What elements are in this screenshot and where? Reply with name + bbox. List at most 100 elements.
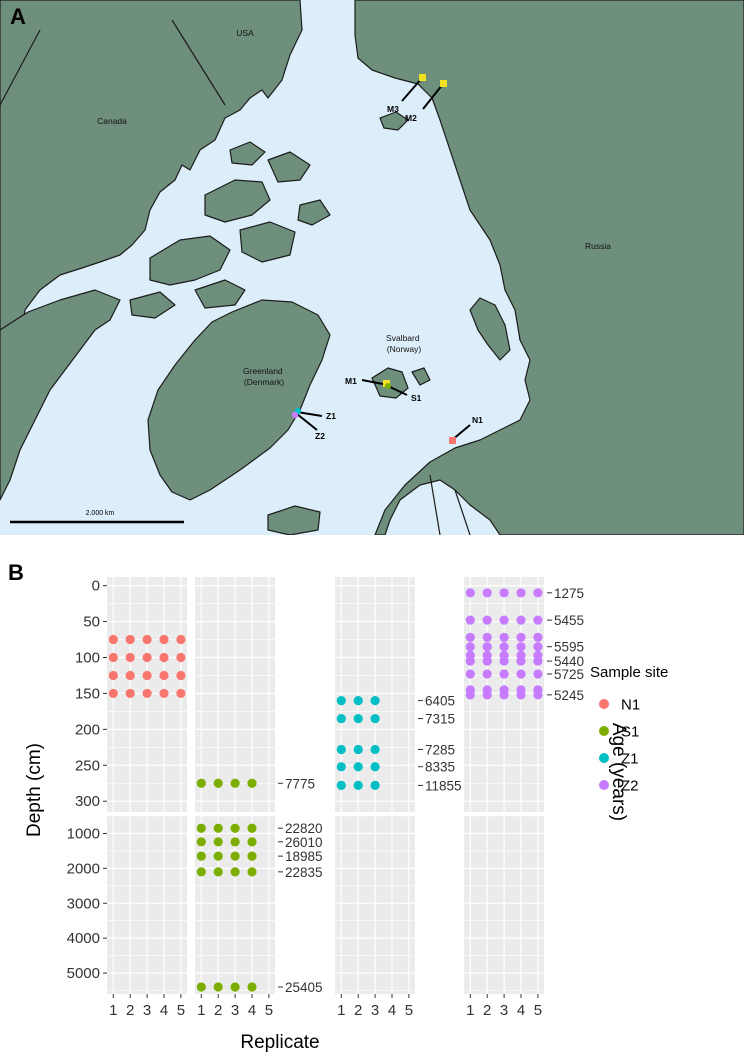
data-point-z2 [516, 632, 526, 642]
data-point-s1 [247, 823, 257, 833]
data-point-s1 [213, 778, 223, 788]
data-point-n1 [159, 634, 169, 645]
data-point-s1 [230, 851, 240, 861]
data-point-z2 [482, 615, 492, 625]
x-tick-label: 5 [265, 1002, 273, 1019]
site-marker-n1 [449, 437, 456, 444]
site-leader-z2 [296, 413, 318, 431]
y-tick-label: 150 [75, 685, 100, 702]
data-point-z1 [336, 713, 346, 724]
data-point-z1 [353, 780, 363, 791]
y-tick-label: 1000 [67, 825, 100, 842]
legend-swatch-z2 [599, 780, 609, 790]
age-label: 5455 [554, 613, 584, 628]
data-point-z2 [482, 588, 492, 598]
data-point-s1 [213, 823, 223, 833]
data-point-z1 [370, 696, 380, 706]
site-label-m3: M3 [387, 104, 399, 114]
data-point-n1 [142, 634, 152, 645]
data-point-z2 [533, 615, 543, 625]
y-tick-label: 3000 [67, 895, 100, 912]
y-tick-label: 200 [75, 721, 100, 738]
legend-title: Sample site [590, 664, 668, 681]
data-point-n1 [108, 652, 118, 663]
data-point-n1 [108, 670, 118, 681]
data-point-z1 [336, 696, 346, 706]
age-label: 1275 [554, 586, 584, 601]
site-label-m2: M2 [405, 113, 417, 123]
data-point-z2 [499, 656, 509, 666]
data-point-z2 [465, 632, 475, 642]
data-point-n1 [142, 688, 152, 699]
data-point-z2 [533, 642, 543, 652]
data-point-z2 [516, 588, 526, 598]
border-canada-west [0, 29, 41, 106]
land-novaya-zemlya [469, 297, 511, 361]
land-island-5 [229, 141, 266, 166]
x-tick-label: 3 [231, 1002, 239, 1019]
y-tick-label: 300 [75, 793, 100, 810]
data-point-z2 [482, 669, 492, 679]
data-point-s1 [230, 982, 240, 992]
age-label: 7315 [425, 712, 455, 727]
data-point-z2 [499, 588, 509, 598]
data-point-z1 [370, 713, 380, 724]
age-label: 18985 [285, 849, 323, 864]
arctic-map: A USA Canada Russia Greenland (Denmark) … [0, 0, 744, 535]
data-point-z2 [533, 690, 543, 700]
x-tick-label: 1 [109, 1002, 117, 1019]
x-tick-label: 4 [388, 1002, 396, 1019]
data-point-z2 [499, 642, 509, 652]
data-point-z2 [465, 588, 475, 598]
data-point-z1 [353, 762, 363, 772]
data-point-z1 [353, 744, 363, 755]
y-tick-label: 4000 [67, 930, 100, 947]
scale-bar-label: 2.000 km [86, 510, 115, 517]
data-point-n1 [125, 634, 135, 645]
x-tick-label: 5 [534, 1002, 542, 1019]
land-canada-south [0, 289, 121, 501]
land-island-1 [149, 235, 231, 286]
data-point-z2 [533, 669, 543, 679]
data-point-s1 [213, 837, 223, 847]
data-point-n1 [142, 652, 152, 663]
data-point-s1 [196, 851, 206, 861]
age-label: 6405 [425, 694, 455, 709]
data-point-z2 [499, 690, 509, 700]
land-greenland [147, 299, 331, 501]
age-label: 8335 [425, 760, 455, 775]
data-point-s1 [196, 867, 206, 877]
site-leader-m3 [401, 77, 423, 102]
age-label: 11855 [425, 778, 462, 793]
site-leader-s1 [389, 386, 408, 396]
data-point-z2 [482, 642, 492, 652]
data-point-n1 [176, 652, 186, 663]
legend: Sample site N1 S1 Z1 Z2 [590, 664, 668, 795]
land-island-7 [194, 279, 246, 309]
region-label-greenland: Greenland (Denmark) [243, 366, 285, 387]
y-tick-label: 50 [83, 614, 100, 631]
age-label: 22835 [285, 865, 323, 880]
data-point-n1 [108, 688, 118, 699]
data-point-n1 [176, 670, 186, 681]
land-island-2 [204, 179, 271, 223]
land-island-6 [129, 291, 176, 319]
site-label-z1: Z1 [326, 411, 336, 421]
data-point-z2 [533, 588, 543, 598]
y-tick-label: 2000 [67, 860, 100, 877]
land-iceland [267, 505, 321, 535]
data-point-n1 [125, 688, 135, 699]
data-point-n1 [125, 652, 135, 663]
land-island-3 [239, 221, 296, 263]
data-point-z2 [533, 632, 543, 642]
site-leader-z1 [296, 411, 323, 417]
y-tick-label: 100 [75, 649, 100, 666]
data-point-s1 [196, 982, 206, 992]
data-point-n1 [159, 688, 169, 699]
data-point-z2 [499, 669, 509, 679]
data-point-s1 [196, 823, 206, 833]
panel-label-b: B [8, 560, 24, 585]
land-svalbard-east [411, 367, 431, 386]
data-point-n1 [176, 688, 186, 699]
y-tick-label: 0 [92, 578, 100, 595]
